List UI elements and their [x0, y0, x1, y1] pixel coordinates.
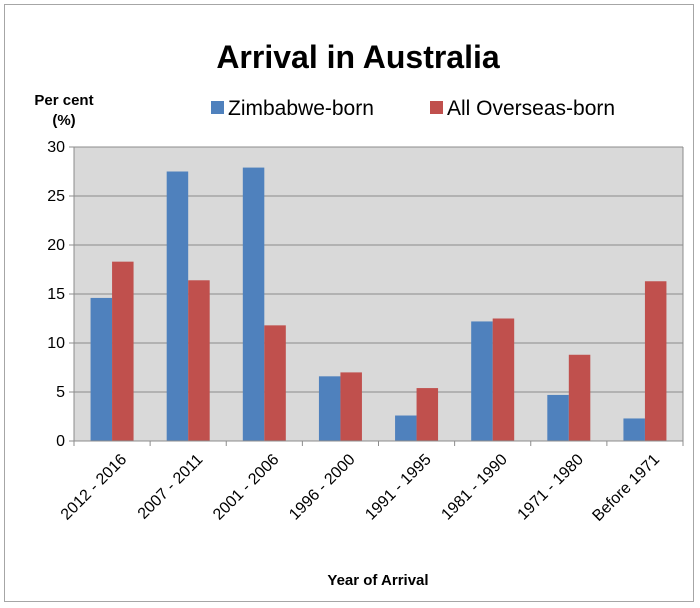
y-tick-label-10: 10	[47, 335, 65, 352]
y-tick-labels: 0 5 10 15 20 25 30	[47, 139, 65, 450]
bar-all-overseas-born-7	[644, 281, 667, 441]
legend-swatch-zimbabwe-born	[211, 101, 224, 114]
axes	[69, 146, 684, 446]
x-tick-label-5: 1981 - 1990	[438, 451, 510, 523]
bar-all-overseas-born-1	[188, 280, 210, 441]
legend-label-zimbabwe-born: Zimbabwe-born	[228, 97, 374, 120]
bar-zimbabwe-born-3	[318, 376, 341, 441]
x-tick-label-1: 2007 - 2011	[135, 451, 207, 523]
x-tick-label-4: 1991 - 1995	[362, 451, 434, 523]
legend-swatch-all-overseas-born	[430, 101, 443, 114]
bar-zimbabwe-born-1	[166, 171, 189, 441]
y-tick-label-20: 20	[47, 237, 65, 254]
x-tick-label-2: 2001 - 2006	[210, 451, 282, 523]
x-tick-label-3: 1996 - 2000	[286, 451, 358, 523]
x-tick-label-6: 1971 - 1980	[515, 451, 587, 523]
bar-all-overseas-born-4	[416, 388, 439, 441]
x-tick-label-0: 2012 - 2016	[58, 451, 130, 523]
x-tick-label-7: Before 1971	[589, 451, 663, 525]
bar-all-overseas-born-2	[264, 325, 286, 441]
y-tick-label-15: 15	[47, 286, 65, 303]
x-axis-title: Year of Arrival	[327, 572, 428, 589]
bar-all-overseas-born-5	[492, 318, 515, 441]
y-tick-label-0: 0	[56, 433, 65, 450]
bar-all-overseas-born-0	[112, 261, 134, 441]
chart-title: Arrival in Australia	[216, 39, 500, 75]
y-axis-title-line1: Per cent	[34, 92, 93, 109]
bar-zimbabwe-born-5	[471, 321, 493, 441]
x-tick-labels: 2012 - 2016 2007 - 2011 2001 - 2006 1996 - …	[58, 451, 663, 525]
bar-zimbabwe-born-4	[395, 415, 417, 441]
legend-label-all-overseas-born: All Overseas-born	[447, 97, 615, 120]
y-tick-label-30: 30	[47, 139, 65, 156]
y-tick-label-25: 25	[47, 188, 65, 205]
y-tick-label-5: 5	[56, 384, 65, 401]
bar-zimbabwe-born-0	[90, 297, 113, 441]
bar-all-overseas-born-6	[568, 354, 591, 441]
legend: Zimbabwe-born All Overseas-born	[211, 97, 615, 120]
bar-zimbabwe-born-2	[242, 167, 265, 441]
bars	[90, 167, 667, 441]
bar-all-overseas-born-3	[340, 372, 362, 441]
bar-zimbabwe-born-7	[623, 418, 645, 441]
bar-zimbabwe-born-6	[547, 394, 569, 441]
y-axis-title-line2: (%)	[52, 112, 75, 129]
